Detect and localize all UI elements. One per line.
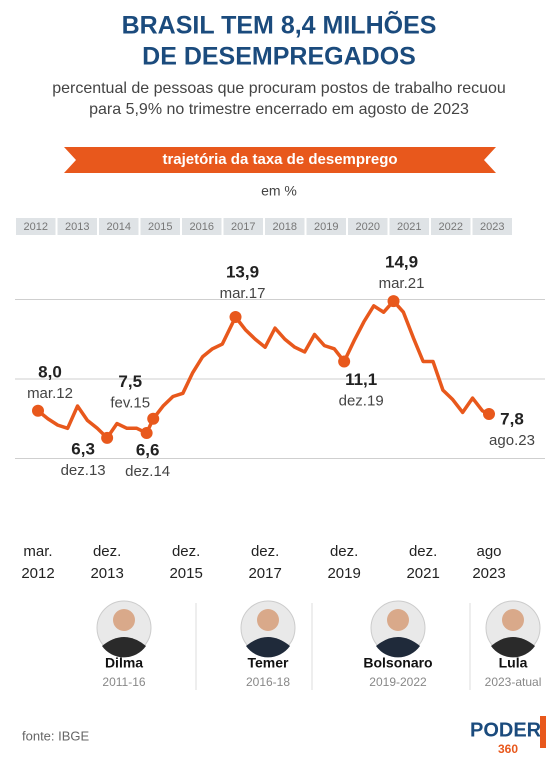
- logo-number: 360: [498, 742, 518, 756]
- year-box: [223, 218, 263, 235]
- year-label: 2023: [480, 221, 504, 233]
- x-tick-label: dez. 2021: [406, 543, 439, 582]
- photo-face: [257, 609, 279, 631]
- president-term: 2011-16: [102, 675, 145, 689]
- year-label: 2012: [24, 221, 48, 233]
- presidents: Dilma 2011-16 Temer 2016-18 Bolsonaro 2019-20…: [96, 600, 542, 690]
- value-label: 6,6: [136, 441, 160, 460]
- title: BRASIL TEM 8,4 MILHÕES: [122, 10, 437, 40]
- year-box: [348, 218, 388, 235]
- point-label: dez.14: [125, 463, 170, 480]
- year-box: [57, 218, 97, 235]
- point-label: dez.13: [61, 462, 106, 479]
- value-label: 7,5: [118, 372, 142, 391]
- point: [140, 427, 153, 440]
- year-label: 2022: [439, 221, 463, 233]
- photo-body: [491, 637, 535, 658]
- banner: [64, 147, 496, 173]
- subtitle: percentual de pessoas que procuram posto…: [52, 80, 506, 97]
- year-box: [306, 218, 346, 235]
- point: [32, 404, 44, 417]
- year-label: 2013: [65, 221, 89, 233]
- point-label: mar.17: [220, 285, 266, 302]
- year-label: 2021: [397, 221, 421, 233]
- x-tick-label: dez. 2019: [327, 543, 360, 582]
- year-label: 2017: [231, 221, 255, 233]
- source: fonte: IBGE: [22, 728, 90, 743]
- value-label: 14,9: [385, 253, 418, 272]
- president-term: 2016-18: [246, 675, 290, 689]
- point: [101, 431, 114, 444]
- year-label: 2018: [273, 221, 297, 233]
- point: [147, 412, 160, 425]
- year-label: 2019: [314, 221, 338, 233]
- title: DE DESEMPREGADOS: [142, 43, 416, 71]
- point: [338, 355, 351, 368]
- point: [387, 295, 400, 308]
- x-tick-label: dez. 2015: [169, 543, 202, 582]
- year-label: 2020: [356, 221, 380, 233]
- president-name: Bolsonaro: [363, 655, 432, 671]
- point-label: dez.19: [339, 392, 384, 409]
- photo-face: [113, 609, 135, 631]
- president-term: 2019-2022: [369, 675, 427, 689]
- y-label: em %: [261, 183, 297, 199]
- photo-body: [376, 637, 420, 658]
- year-box: [265, 218, 305, 235]
- photo-body: [246, 637, 290, 658]
- line: [36, 299, 490, 440]
- photo-face: [502, 609, 524, 631]
- president-name: Temer: [248, 655, 290, 671]
- year-box: [431, 218, 471, 235]
- president-name: Dilma: [105, 655, 143, 671]
- value-label: 8,0: [38, 362, 62, 381]
- point-label: mar.12: [27, 385, 73, 402]
- year-box: [389, 218, 429, 235]
- banner-title: trajetória da taxa de desemprego: [162, 151, 397, 168]
- photo-face: [387, 609, 409, 631]
- year-box: [16, 218, 56, 235]
- value-label: 13,9: [226, 262, 259, 281]
- value-label: 6,3: [71, 439, 95, 458]
- x-tick-label: ago 2023: [472, 543, 505, 582]
- year-label: 2015: [148, 221, 172, 233]
- value-label: 7,8: [500, 409, 524, 428]
- point-label: ago.23: [489, 432, 535, 449]
- point-label: mar.21: [379, 275, 425, 292]
- year-label: 2014: [107, 221, 131, 233]
- year-box: [99, 218, 139, 235]
- year-box: [472, 218, 512, 235]
- value-label: 11,1: [345, 370, 377, 389]
- x-tick-label: dez. 2017: [248, 543, 281, 582]
- year-box: [140, 218, 180, 235]
- point-label: fev.15: [110, 395, 150, 412]
- point: [229, 310, 242, 323]
- logo-name: PODER: [470, 719, 542, 741]
- president-name: Lula: [499, 655, 528, 671]
- point: [483, 407, 495, 420]
- year-box: [182, 218, 222, 235]
- photo-body: [102, 637, 146, 658]
- logo-mark: [540, 716, 546, 748]
- subtitle: para 5,9% no trimestre encerrado em agos…: [89, 101, 469, 118]
- x-tick-label: dez. 2013: [90, 543, 123, 582]
- x-tick-label: mar. 2012: [21, 543, 54, 582]
- president-term: 2023-atual: [485, 675, 542, 689]
- year-label: 2016: [190, 221, 214, 233]
